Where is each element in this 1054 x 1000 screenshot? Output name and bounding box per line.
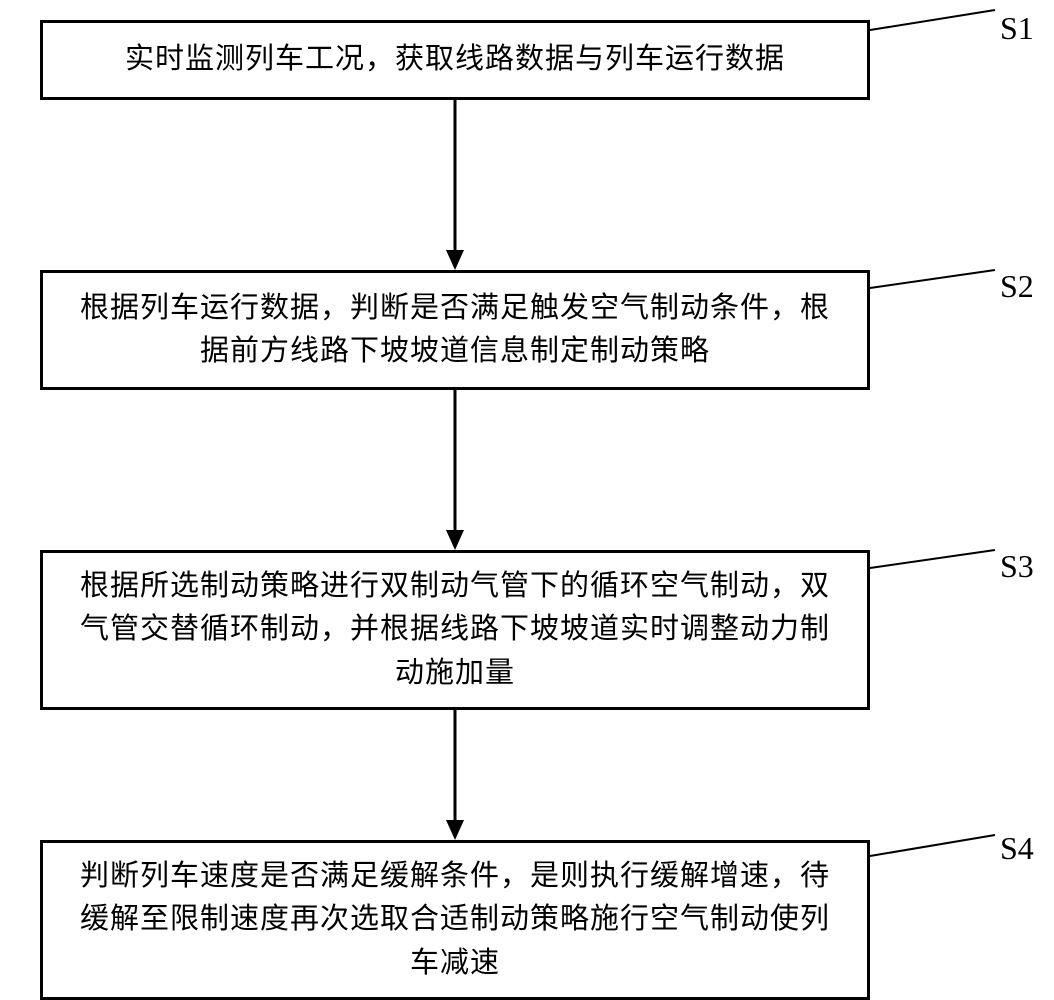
flow-label-s4: S4 (1000, 830, 1034, 867)
flow-node-s4: 判断列车速度是否满足缓解条件，是则执行缓解增速，待缓解至限制速度再次选取合适制动… (40, 840, 870, 1000)
arrow-s1-s2 (440, 100, 470, 272)
flow-node-s3-text: 根据所选制动策略进行双制动气管下的循环空气制动，双气管交替循环制动，并根据线路下… (73, 565, 837, 696)
arrow-s2-s3 (440, 390, 470, 552)
flow-label-s3: S3 (1000, 548, 1034, 585)
flow-label-s2: S2 (1000, 268, 1034, 305)
flow-node-s2-text: 根据列车运行数据，判断是否满足触发空气制动条件，根据前方线路下坡坡道信息制定制动… (73, 287, 837, 374)
flow-label-s1: S1 (1000, 10, 1034, 47)
flow-node-s3: 根据所选制动策略进行双制动气管下的循环空气制动，双气管交替循环制动，并根据线路下… (40, 550, 870, 710)
flow-node-s2: 根据列车运行数据，判断是否满足触发空气制动条件，根据前方线路下坡坡道信息制定制动… (40, 270, 870, 390)
flow-node-s1-text: 实时监测列车工况，获取线路数据与列车运行数据 (125, 38, 785, 82)
flow-node-s1: 实时监测列车工况，获取线路数据与列车运行数据 (40, 20, 870, 100)
flow-node-s4-text: 判断列车速度是否满足缓解条件，是则执行缓解增速，待缓解至限制速度再次选取合适制动… (73, 855, 837, 986)
arrow-s3-s4 (440, 710, 470, 842)
